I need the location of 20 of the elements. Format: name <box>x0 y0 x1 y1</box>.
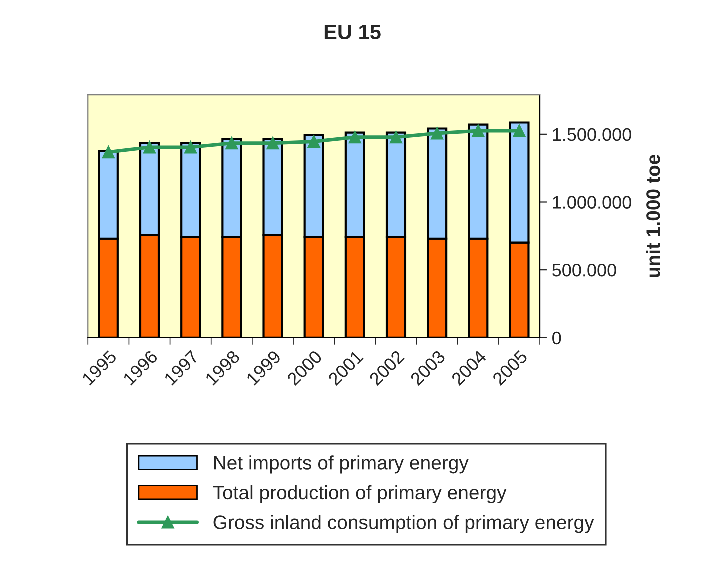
point <box>348 131 362 144</box>
legend-label: Net imports of primary energy <box>214 456 469 474</box>
point <box>513 124 526 138</box>
y-tick-label: 500.000 <box>552 264 616 277</box>
y-tick-label: 1.000.000 <box>553 196 632 209</box>
point <box>184 141 198 154</box>
chart-title: EU 15 <box>324 25 381 40</box>
point <box>226 137 238 150</box>
legend-label: Gross inland consumption of primary energy <box>214 515 594 534</box>
y-axis-title: unit 1.000 toe <box>646 155 660 278</box>
point <box>308 136 320 148</box>
y-tick-label: 1.500.000 <box>553 128 632 142</box>
legend-label: Total production of primary energy <box>213 485 507 504</box>
point <box>431 127 444 140</box>
point <box>472 124 485 138</box>
point <box>390 131 402 144</box>
y-tick-label: 0 <box>552 332 562 345</box>
point <box>102 146 115 159</box>
point <box>266 137 280 150</box>
point <box>144 141 156 154</box>
